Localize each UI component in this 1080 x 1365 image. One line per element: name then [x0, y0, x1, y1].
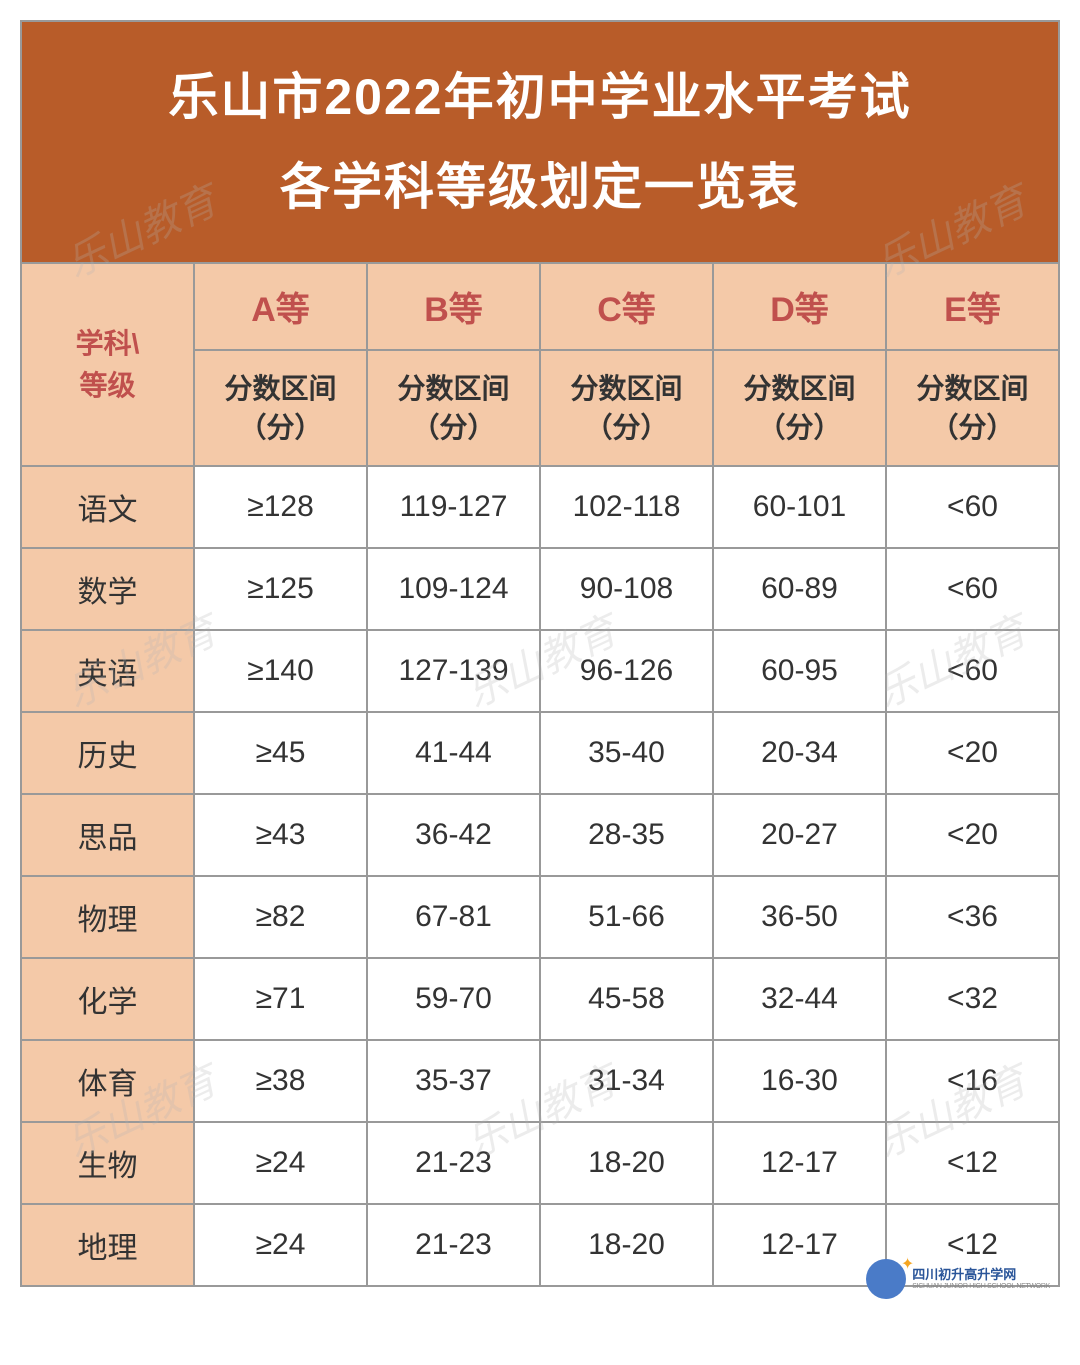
table-row: 数学≥125109-12490-10860-89<60: [21, 548, 1059, 630]
data-cell: 45-58: [540, 958, 713, 1040]
data-cell: <60: [886, 548, 1059, 630]
table-row: 语文≥128119-127102-11860-101<60: [21, 466, 1059, 548]
header-row-1: 学科\ 等级 A等 B等 C等 D等 E等: [21, 263, 1059, 350]
data-cell: ≥140: [194, 630, 367, 712]
sub-header-a: 分数区间（分）: [194, 350, 367, 466]
subject-cell: 语文: [21, 466, 194, 548]
table-row: 英语≥140127-13996-12660-95<60: [21, 630, 1059, 712]
data-cell: 20-27: [713, 794, 886, 876]
page-container: 乐山市2022年初中学业水平考试 各学科等级划定一览表 学科\ 等级 A等 B等…: [0, 0, 1080, 1307]
logo-sub: SICHUAN JUNIOR HIGH SCHOOL NETWORK: [912, 1283, 1050, 1291]
data-cell: 21-23: [367, 1204, 540, 1286]
data-cell: 60-95: [713, 630, 886, 712]
data-cell: <12: [886, 1122, 1059, 1204]
data-cell: 18-20: [540, 1204, 713, 1286]
data-cell: 12-17: [713, 1204, 886, 1286]
grade-table: 学科\ 等级 A等 B等 C等 D等 E等 分数区间（分） 分数区间（分） 分数…: [20, 262, 1060, 1287]
data-cell: <20: [886, 794, 1059, 876]
data-cell: 90-108: [540, 548, 713, 630]
table-row: 化学≥7159-7045-5832-44<32: [21, 958, 1059, 1040]
data-cell: 127-139: [367, 630, 540, 712]
data-cell: <36: [886, 876, 1059, 958]
data-cell: 31-34: [540, 1040, 713, 1122]
subject-cell: 历史: [21, 712, 194, 794]
footer-logo: 四川初升高升学网 SICHUAN JUNIOR HIGH SCHOOL NETW…: [866, 1259, 1050, 1299]
subject-cell: 化学: [21, 958, 194, 1040]
data-cell: 32-44: [713, 958, 886, 1040]
data-cell: <20: [886, 712, 1059, 794]
data-cell: ≥24: [194, 1204, 367, 1286]
data-cell: ≥82: [194, 876, 367, 958]
data-cell: 16-30: [713, 1040, 886, 1122]
data-cell: ≥43: [194, 794, 367, 876]
subject-cell: 思品: [21, 794, 194, 876]
data-cell: 36-50: [713, 876, 886, 958]
data-cell: 18-20: [540, 1122, 713, 1204]
subject-cell: 英语: [21, 630, 194, 712]
data-cell: <60: [886, 466, 1059, 548]
grade-c-header: C等: [540, 263, 713, 350]
data-cell: ≥71: [194, 958, 367, 1040]
data-cell: 36-42: [367, 794, 540, 876]
data-cell: ≥45: [194, 712, 367, 794]
sub-header-e: 分数区间（分）: [886, 350, 1059, 466]
data-cell: <60: [886, 630, 1059, 712]
grade-a-header: A等: [194, 263, 367, 350]
subject-cell: 数学: [21, 548, 194, 630]
data-cell: ≥38: [194, 1040, 367, 1122]
subject-cell: 体育: [21, 1040, 194, 1122]
corner-header: 学科\ 等级: [21, 263, 194, 466]
grade-d-header: D等: [713, 263, 886, 350]
logo-main: 四川初升高升学网: [912, 1268, 1050, 1282]
data-cell: 35-37: [367, 1040, 540, 1122]
title-box: 乐山市2022年初中学业水平考试 各学科等级划定一览表: [20, 20, 1060, 262]
data-cell: 21-23: [367, 1122, 540, 1204]
data-cell: 60-89: [713, 548, 886, 630]
table-row: 思品≥4336-4228-3520-27<20: [21, 794, 1059, 876]
grade-e-header: E等: [886, 263, 1059, 350]
sub-header-c: 分数区间（分）: [540, 350, 713, 466]
sub-header-b: 分数区间（分）: [367, 350, 540, 466]
table-row: 物理≥8267-8151-6636-50<36: [21, 876, 1059, 958]
table-row: 生物≥2421-2318-2012-17<12: [21, 1122, 1059, 1204]
data-cell: 60-101: [713, 466, 886, 548]
data-cell: 35-40: [540, 712, 713, 794]
table-row: 体育≥3835-3731-3416-30<16: [21, 1040, 1059, 1122]
table-body: 语文≥128119-127102-11860-101<60数学≥125109-1…: [21, 466, 1059, 1286]
data-cell: 96-126: [540, 630, 713, 712]
data-cell: ≥24: [194, 1122, 367, 1204]
sub-header-d: 分数区间（分）: [713, 350, 886, 466]
data-cell: 12-17: [713, 1122, 886, 1204]
subject-cell: 生物: [21, 1122, 194, 1204]
logo-text: 四川初升高升学网 SICHUAN JUNIOR HIGH SCHOOL NETW…: [912, 1268, 1050, 1290]
data-cell: 41-44: [367, 712, 540, 794]
data-cell: <32: [886, 958, 1059, 1040]
data-cell: 20-34: [713, 712, 886, 794]
title-line-1: 乐山市2022年初中学业水平考试: [37, 52, 1043, 142]
data-cell: <16: [886, 1040, 1059, 1122]
data-cell: 119-127: [367, 466, 540, 548]
data-cell: 59-70: [367, 958, 540, 1040]
logo-icon: [866, 1259, 906, 1299]
grade-b-header: B等: [367, 263, 540, 350]
data-cell: 102-118: [540, 466, 713, 548]
data-cell: ≥125: [194, 548, 367, 630]
data-cell: ≥128: [194, 466, 367, 548]
subject-cell: 物理: [21, 876, 194, 958]
data-cell: 51-66: [540, 876, 713, 958]
subject-cell: 地理: [21, 1204, 194, 1286]
data-cell: 67-81: [367, 876, 540, 958]
title-line-2: 各学科等级划定一览表: [37, 142, 1043, 232]
table-row: 历史≥4541-4435-4020-34<20: [21, 712, 1059, 794]
data-cell: 109-124: [367, 548, 540, 630]
data-cell: 28-35: [540, 794, 713, 876]
